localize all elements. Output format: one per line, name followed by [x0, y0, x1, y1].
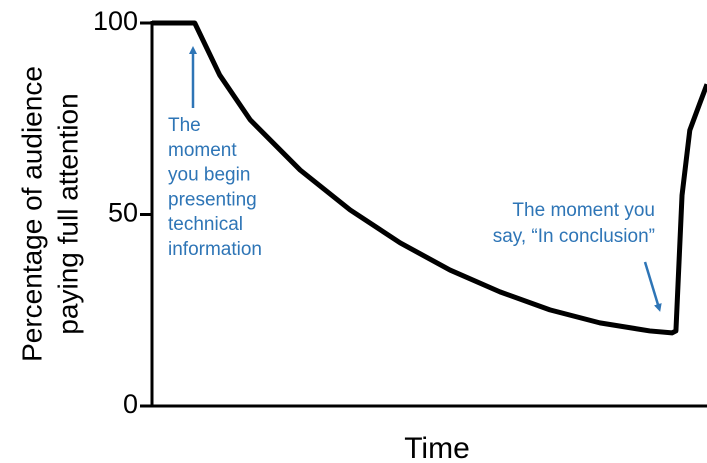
annotation-arrow — [643, 261, 662, 312]
annotation-text: presenting — [168, 189, 257, 210]
annotation-text: say, “In conclusion” — [493, 226, 655, 247]
annotation-text: information — [168, 239, 262, 260]
y-tick-label: 50 — [108, 198, 138, 228]
y-axis-label-line: paying full attention — [52, 93, 83, 334]
annotation-text: technical — [168, 214, 243, 235]
y-axis-label-line: Percentage of audience — [16, 66, 47, 362]
y-tick-label: 0 — [123, 389, 138, 419]
x-axis-label: Time — [404, 432, 470, 463]
data-line — [152, 20, 707, 336]
annotation-text: you begin — [168, 165, 250, 186]
annotation-text: moment — [168, 140, 237, 161]
annotation-text: The — [168, 115, 201, 136]
y-axis-label: Percentage of audience paying full atten… — [16, 66, 83, 362]
y-tick-label: 100 — [93, 6, 138, 36]
annotation-text: The moment you — [512, 200, 655, 221]
